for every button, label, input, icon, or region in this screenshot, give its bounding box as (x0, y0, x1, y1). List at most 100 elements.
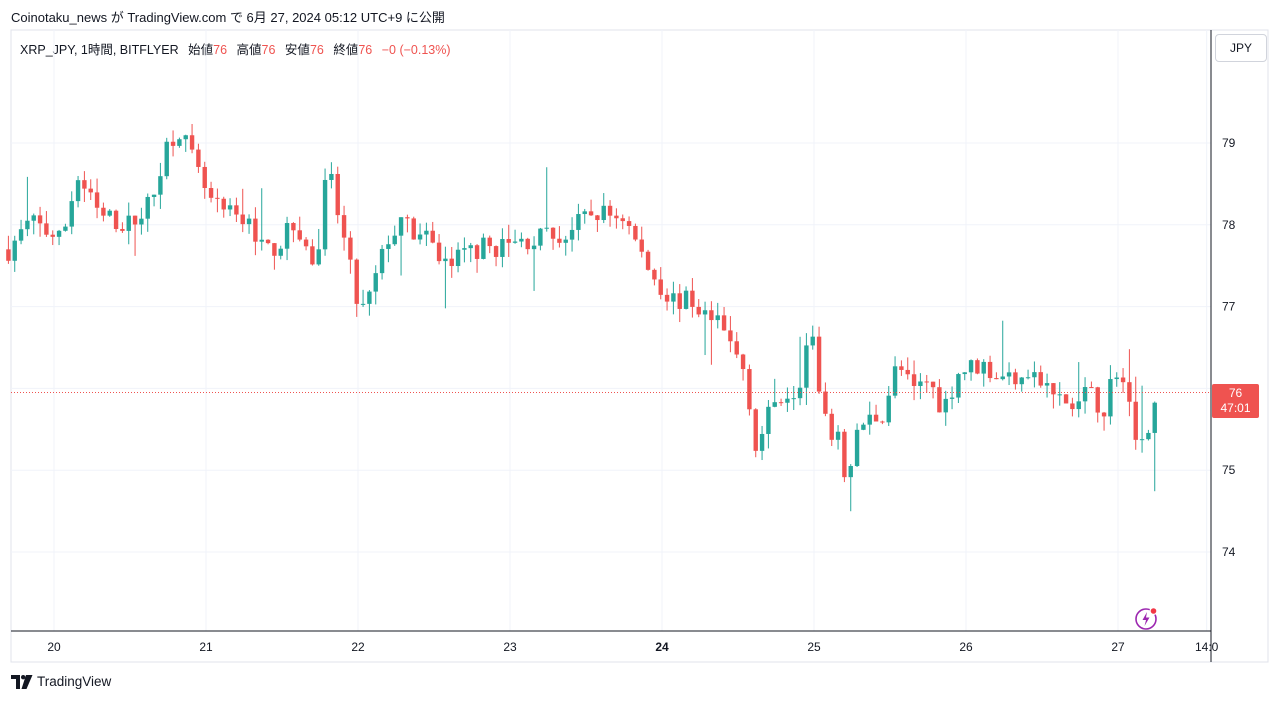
candle-body (12, 240, 17, 261)
chart-frame (10, 29, 1269, 663)
candle-body (1101, 412, 1107, 417)
time-tick-label: 26 (959, 640, 973, 654)
candle-body (519, 238, 524, 242)
candle-body (690, 290, 695, 307)
candle-body (18, 229, 24, 241)
candle-body (956, 374, 961, 398)
candle-body (607, 205, 613, 216)
candle-body (905, 369, 910, 375)
candle-body (544, 227, 549, 229)
candle-body (246, 218, 252, 225)
candle-body (189, 135, 195, 150)
candle-body (196, 149, 201, 167)
candle-body (911, 374, 917, 386)
candle-body (120, 228, 125, 231)
candle-body (25, 220, 30, 230)
candle-body (595, 215, 600, 221)
candle-body (1000, 376, 1005, 380)
candle-body (443, 258, 448, 262)
candle-body (772, 402, 777, 407)
candle-body (139, 218, 144, 225)
candle-body (753, 409, 758, 451)
candle-body (696, 306, 701, 315)
candle-body (386, 244, 391, 249)
candle-body (1019, 377, 1024, 385)
candle-body (322, 179, 328, 250)
low-label: 安値 (284, 43, 310, 57)
candle-body (158, 176, 163, 195)
candle-body (1063, 394, 1069, 404)
candle-body (405, 217, 410, 219)
candle-body (151, 194, 157, 197)
candle-body (924, 381, 929, 383)
open-label: 始値 (188, 43, 214, 57)
time-tick-label: 24 (655, 640, 669, 654)
candle-body (481, 237, 486, 259)
candle-body (943, 398, 948, 413)
candle-body (1152, 402, 1157, 433)
time-tick-label: 14:0 (1195, 640, 1219, 654)
candle-body (462, 248, 467, 250)
candle-body (962, 372, 967, 375)
candle-body (740, 354, 746, 370)
time-tick-label: 25 (807, 640, 821, 654)
candle-body (1089, 387, 1094, 389)
candle-body (1082, 387, 1088, 402)
candle-body (31, 215, 36, 221)
candle-body (240, 214, 245, 225)
candle-body (227, 205, 233, 210)
candle-body (1114, 377, 1119, 380)
candle-body (987, 361, 993, 379)
candle-body (892, 366, 898, 396)
bar-countdown: 47:01 (1220, 401, 1251, 415)
candle-body (664, 294, 670, 302)
candle-body (50, 234, 55, 237)
candle-body (265, 239, 271, 244)
tradingview-brand[interactable]: TradingView (11, 674, 111, 689)
candle-body (569, 229, 575, 240)
candle-body (899, 366, 904, 370)
candle-body (614, 215, 619, 219)
candle-body (702, 310, 708, 315)
candle-body (677, 293, 682, 309)
candle-body (861, 424, 866, 430)
candle-body (778, 402, 784, 404)
candle-body (284, 223, 290, 249)
symbol-legend: XRP_JPY, 1時間, BITFLYER 始値76 高値76 安値76 終値… (20, 39, 451, 58)
candle-body (588, 211, 594, 216)
candle-body (164, 141, 169, 177)
candle-body (107, 210, 112, 216)
candle-body (728, 330, 733, 342)
candle-body (259, 239, 264, 242)
candle-body (557, 238, 562, 243)
candle-body (101, 207, 106, 216)
time-axis[interactable]: 20 21 22 23 24 25 26 27 14:0 (47, 640, 1218, 654)
candle-body (880, 421, 885, 423)
candle-body (1070, 403, 1075, 410)
candle-body (449, 258, 454, 267)
candle-body (981, 361, 986, 374)
open-value: 76 (213, 43, 228, 57)
tradingview-logo-icon (11, 674, 33, 689)
candle-body (658, 279, 663, 295)
symbol-name[interactable]: XRP_JPY, 1時間, BITFLYER (20, 43, 179, 57)
candle-body (854, 429, 860, 467)
candle-body (975, 360, 980, 374)
lightning-alert-icon[interactable] (1134, 605, 1160, 631)
candle-body (113, 210, 119, 229)
candle-body (88, 188, 93, 193)
candle-body (550, 227, 556, 239)
candle-body (474, 245, 480, 259)
candle-body (652, 269, 657, 280)
candle-body (734, 341, 739, 355)
candle-body (341, 215, 347, 238)
candle-body (177, 139, 182, 146)
candle-body (823, 391, 828, 414)
candle-body (626, 221, 632, 226)
price-axis[interactable]: 747576777879 (1222, 136, 1236, 559)
candle-body (867, 414, 872, 425)
last-price: 76 (1228, 386, 1243, 400)
candle-body (94, 192, 100, 208)
currency-button[interactable]: JPY (1215, 34, 1267, 62)
